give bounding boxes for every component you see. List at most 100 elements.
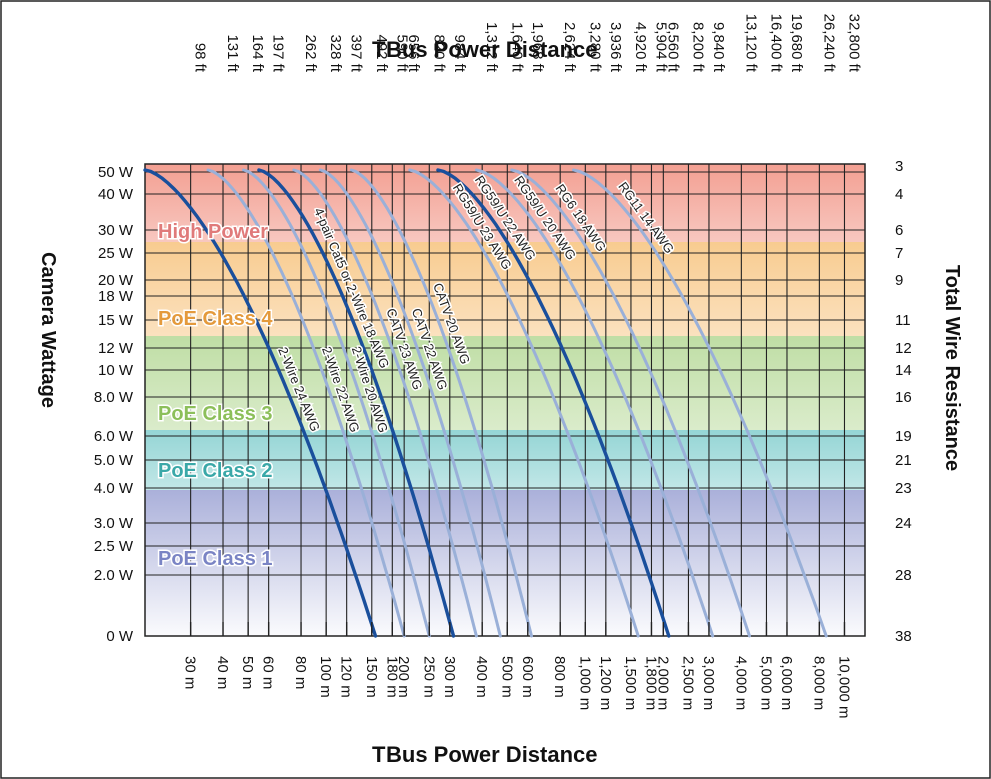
wire-curves [143, 168, 828, 638]
top-tick-label: 5,904 ft [653, 22, 670, 73]
bottom-tick-label: 120 m [338, 656, 355, 698]
right-tick-label: 12 [895, 340, 912, 357]
bottom-title-text: Bus Power Distance [386, 742, 598, 767]
right-tick-label: 21 [895, 452, 912, 469]
plot-border [144, 163, 866, 637]
left-tick-label: 20 W [98, 272, 134, 289]
top-tick-label: 820 ft [430, 34, 447, 72]
left-tick-label: 50 W [98, 164, 134, 181]
curve-catv-22-awg [318, 168, 502, 638]
top-tick-label: 98 ft [192, 43, 209, 73]
curve-rg6-18-awg [510, 168, 751, 638]
top-tick-label: 2,624 ft [561, 22, 578, 73]
grid-lines [144, 163, 866, 637]
bottom-tick-label: 1,200 m [597, 656, 614, 710]
left-tick-label: 18 W [98, 288, 134, 305]
bottom-tick-label: 80 m [292, 656, 309, 689]
bottom-tick-label: 100 m [317, 656, 334, 698]
band-label: PoE Class 2 [158, 460, 273, 482]
left-tick-label: 8.0 W [94, 389, 134, 406]
bottom-tick-label: 30 m [182, 656, 199, 689]
band-poe-class-1 [145, 490, 865, 636]
right-tick-label: 19 [895, 428, 912, 445]
curve-catv-20-awg [349, 168, 533, 638]
top-tick-label: 26,240 ft [820, 14, 837, 73]
bottom-tick-label: 800 m [551, 656, 568, 698]
bottom-tick-label: 250 m [420, 656, 437, 698]
bottom-tick-label: 60 m [260, 656, 277, 689]
band-label: High Power [158, 221, 268, 243]
top-tick-label: 984 ft [451, 34, 468, 72]
bottom-tick-label: 1,500 m [622, 656, 639, 710]
right-tick-label: 3 [895, 158, 903, 175]
bottom-tick-label: 500 m [498, 656, 515, 698]
right-tick-label: 6 [895, 222, 903, 239]
bottom-tick-label: 600 m [519, 656, 536, 698]
top-tick-label: 19,680 ft [788, 14, 805, 73]
bottom-tick-label: 3,000 m [700, 656, 717, 710]
right-tick-label: 23 [895, 480, 912, 497]
top-title: T Bus Power Distance [372, 37, 598, 62]
bottom-tick-label: 50 m [239, 656, 256, 689]
curve-2-wire-20-awg [242, 168, 431, 638]
left-tick-label: 25 W [98, 245, 134, 262]
bottom-tick-label: 4,000 m [732, 656, 749, 710]
left-tick-label: 30 W [98, 222, 134, 239]
top-tick-label: 197 ft [270, 34, 287, 72]
top-tick-label: 590 ft [393, 34, 410, 72]
curve-2-wire-24-awg [143, 168, 378, 638]
right-tick-label: 14 [895, 362, 912, 379]
band-high-power [145, 164, 865, 242]
curve-catv-23-awg [292, 168, 478, 638]
curve-4-pair-cat5-or-2-wire-18-awg [257, 168, 456, 638]
bottom-tick-label: 10,000 m [836, 656, 853, 719]
top-tick-label: 6,560 ft [664, 22, 681, 73]
top-title-prefix: T [372, 37, 386, 62]
curve-2-wire-22-awg [206, 168, 406, 638]
top-tick-label: 8,200 ft [689, 22, 706, 73]
top-tick-label: 3,280 ft [586, 22, 603, 73]
right-tick-label: 28 [895, 567, 912, 584]
curve-rg59-u-23-awg [408, 168, 640, 638]
bottom-tick-label: 40 m [214, 656, 231, 689]
curve-rg11-14-awg [572, 168, 828, 638]
left-tick-label: 10 W [98, 362, 134, 379]
right-tick-label: 24 [895, 515, 912, 532]
curve-rg59-u-22-awg [436, 168, 671, 638]
left-tick-label: 40 W [98, 186, 134, 203]
bottom-tick-label: 200 m [395, 656, 412, 698]
bottom-tick-label: 5,000 m [758, 656, 775, 710]
right-tick-label: 4 [895, 186, 903, 203]
bottom-title: T Bus Power Distance [372, 742, 598, 767]
top-tick-label: 4,920 ft [632, 22, 649, 73]
top-tick-label: 328 ft [327, 34, 344, 72]
top-tick-label: 262 ft [302, 34, 319, 72]
top-tick-label: 492 ft [373, 34, 390, 72]
bottom-title-prefix: T [372, 742, 386, 767]
bottom-tick-label: 8,000 m [810, 656, 827, 710]
left-tick-label: 2.0 W [94, 567, 134, 584]
top-tick-label: 397 ft [348, 34, 365, 72]
bottom-tick-label: 2,500 m [679, 656, 696, 710]
bottom-tick-label: 2,000 m [654, 656, 671, 710]
top-tick-label: 16,400 ft [768, 14, 785, 73]
left-tick-label: 15 W [98, 312, 134, 329]
band-poe-class-3 [145, 336, 865, 430]
left-tick-label: 3.0 W [94, 515, 134, 532]
band-label: PoE Class 1 [158, 548, 273, 570]
top-tick-label: 1,968 ft [529, 22, 546, 73]
top-tick-label: 656 ft [405, 34, 422, 72]
right-axis-title: Total Wire Resistance [941, 265, 963, 471]
top-tick-label: 9,840 ft [710, 22, 727, 73]
right-tick-label: 11 [895, 312, 911, 329]
top-tick-label: 164 ft [249, 34, 266, 72]
bottom-tick-label: 180 m [383, 656, 400, 698]
top-tick-label: 13,120 ft [742, 14, 759, 73]
left-tick-label: 5.0 W [94, 452, 134, 469]
band-label: PoE Class 3 [158, 403, 273, 425]
right-tick-label: 16 [895, 389, 912, 406]
bottom-tick-label: 150 m [363, 656, 380, 698]
